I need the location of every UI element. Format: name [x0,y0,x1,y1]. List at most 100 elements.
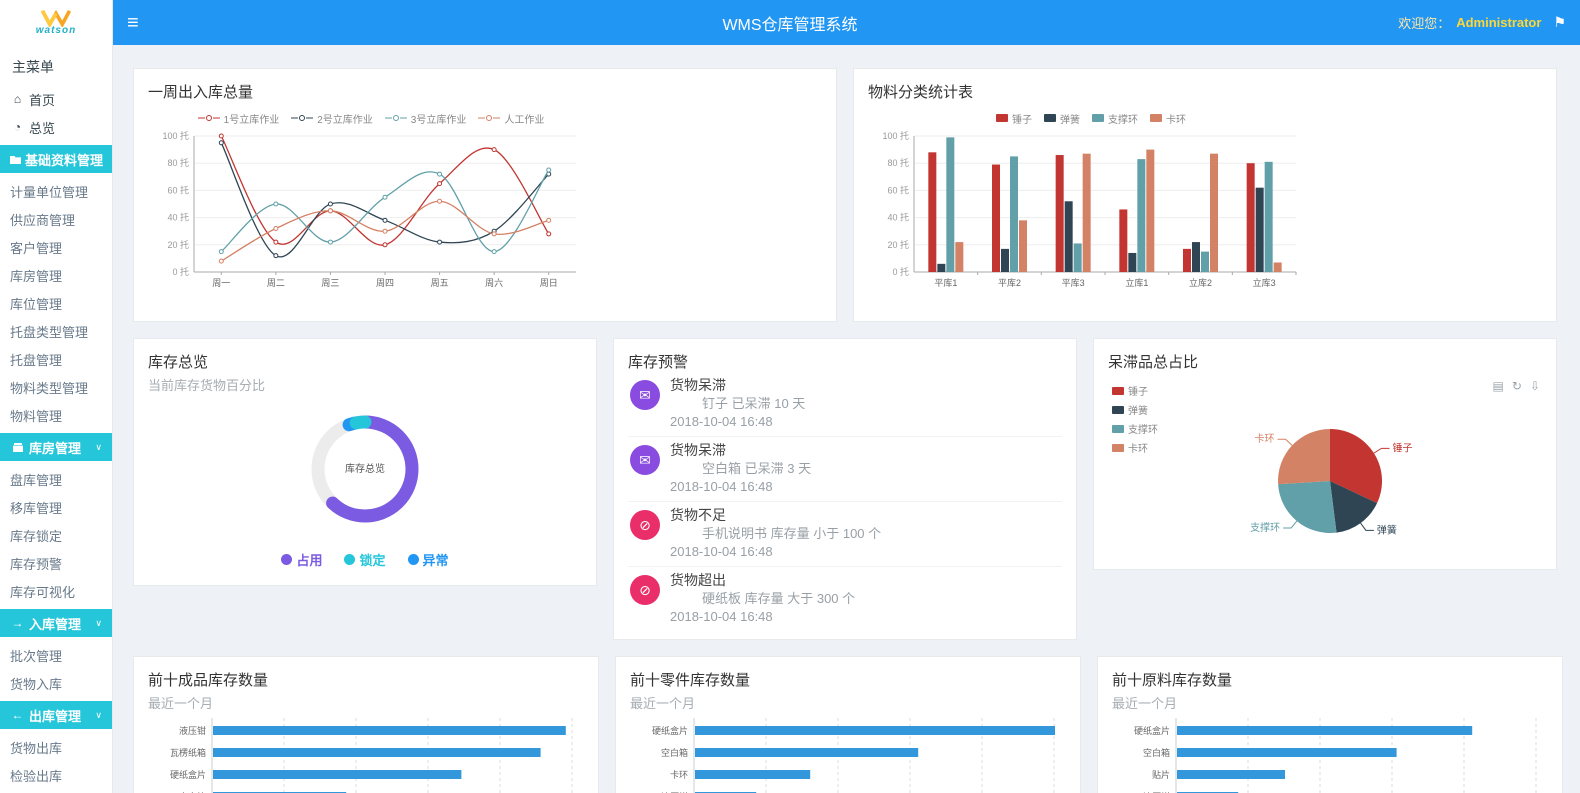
legend-item[interactable]: 支撑环 [1112,421,1158,436]
sidebar-item-inspection-outbound[interactable]: 检验出库 [0,761,112,789]
sidebar-item-label: 盘库管理 [10,472,63,488]
download-icon[interactable]: ⇩ [1529,379,1540,393]
warning-detail: 钉子 已呆滞 10 天 [702,396,806,411]
line-legend-marker [478,115,501,121]
dashboard-row-2: 库存总览 当前库存货物百分比 库存总览 占用 锁定 异常 库存预警 ✉ 货物呆滞 钉子 … [133,338,1557,640]
line-legend-marker [384,115,407,121]
sidebar-item-home[interactable]: ⌂ 首页 [0,85,112,113]
legend-item[interactable]: 弹簧 [1044,111,1080,126]
sidebar-item-warehouse-mgmt[interactable]: 库房管理 [0,261,112,289]
legend-item[interactable]: 支撑环 [1092,111,1138,126]
sidebar-item-stock-warning[interactable]: 库存预警 [0,549,112,577]
warning-detail: 硬纸板 库存量 大于 300 个 [702,591,856,606]
svg-text:空白箱: 空白箱 [1143,747,1170,758]
sidebar-item-stock-lock[interactable]: 库存锁定 [0,521,112,549]
sidebar-item-unit-mgmt[interactable]: 计量单位管理 [0,177,112,205]
warning-detail: 空白箱 已呆滞 3 天 [702,461,812,476]
sidebar-item-warehouse-section[interactable]: 库房管理 ∨ [0,433,112,461]
svg-text:弹簧: 弹簧 [1377,523,1397,536]
sidebar-item-label: 托盘类型管理 [10,324,89,340]
card-top-finished: 前十成品库存数量 最近一个月 液压钳瓦楞纸箱硬纸盒片空白箱 [133,656,599,793]
box-icon [10,442,25,452]
sidebar-item-material-type-mgmt[interactable]: 物料类型管理 [0,373,112,401]
line-legend-marker [197,115,220,121]
sidebar-item-basic-data[interactable]: 基础资料管理 [0,145,112,173]
card-inventory-warnings: 库存预警 ✉ 货物呆滞 钉子 已呆滞 10 天 2018-10-04 16:48 ✉ 货物… [613,338,1077,640]
svg-text:周二: 周二 [267,278,285,288]
sidebar-item-label: 库房管理 [10,268,63,284]
sidebar-item-outbound-section[interactable]: ← 出库管理 ∨ [0,701,112,729]
weekly-io-legend: 1号立库作业 2号立库作业 3号立库作业 人工作业 [152,110,590,126]
svg-text:80 托: 80 托 [167,157,189,168]
legend-item[interactable]: 锤子 [996,111,1032,126]
sidebar-item-overview[interactable]: ◔ 总览 [0,113,112,141]
sidebar-item-supplier-mgmt[interactable]: 供应商管理 [0,205,112,233]
sidebar-item-label: 货物出库 [10,740,63,756]
legend-item[interactable]: 2号立库作业 [291,111,373,126]
alert-icon: ⊘ [630,575,660,605]
svg-text:周日: 周日 [540,278,558,288]
top-header: watson ≡ WMS仓库管理系统 欢迎您： Administrator ⚑ [0,0,1580,45]
sidebar-item-relocation-mgmt[interactable]: 移库管理 [0,493,112,521]
legend-item[interactable]: 卡环 [1150,111,1186,126]
legend-swatch [1092,114,1104,122]
legend-item[interactable]: 弹簧 [1112,402,1148,417]
sidebar-item-stocktake-mgmt[interactable]: 盘库管理 [0,465,112,493]
card-title-top-raw: 前十原料库存数量 [1112,672,1233,689]
material-stats-legend: 锤子 弹簧 支撑环 卡环 [872,110,1310,126]
svg-text:库存总览: 库存总览 [345,462,385,475]
svg-text:平库3: 平库3 [1062,277,1085,288]
legend-item[interactable]: 占用 [281,550,322,569]
card-stagnant-ratio: 呆滞品总占比 ▤ ↻ ⇩ 锤子 弹簧 支撑环 卡环 锤子 弹簧 支撑环 卡环 [1093,338,1557,570]
warning-item[interactable]: ⊘ 货物超出 硬纸板 库存量 大于 300 个 2018-10-04 16:48 [628,567,1062,631]
svg-text:硬纸盒片: 硬纸盒片 [1134,725,1170,736]
warning-time: 2018-10-04 16:48 [670,544,773,559]
sidebar-item-batch-mgmt[interactable]: 批次管理 [0,641,112,669]
username[interactable]: Administrator [1456,15,1542,30]
svg-text:60 托: 60 托 [167,184,189,195]
card-inventory-overview: 库存总览 当前库存货物百分比 库存总览 占用 锁定 异常 [133,338,597,586]
sidebar-item-stock-visualization[interactable]: 库存可视化 [0,577,112,605]
inbound-icon: → [11,616,24,630]
warning-item[interactable]: ✉ 货物呆滞 空白箱 已呆滞 3 天 2018-10-04 16:48 [628,437,1062,502]
legend-swatch [1150,114,1162,122]
legend-item[interactable]: 人工作业 [478,111,544,126]
legend-item[interactable]: 锁定 [344,550,386,569]
folder-icon [10,155,21,164]
line-legend-marker [291,115,314,121]
chevron-down-icon: ∨ [95,441,102,452]
inventory-legend: 占用 锁定 异常 [148,550,582,573]
watson-logo-icon [40,9,72,27]
legend-item[interactable]: 1号立库作业 [197,111,279,126]
welcome-label: 欢迎您： [1398,16,1451,31]
sidebar-item-goods-outbound[interactable]: 货物出库 [0,733,112,761]
legend-swatch [1112,443,1124,452]
data-view-icon[interactable]: ▤ [1492,379,1504,393]
sidebar-item-inbound-section[interactable]: → 入库管理 ∨ [0,609,112,637]
hamburger-menu-icon[interactable]: ≡ [127,11,139,34]
sidebar-item-location-mgmt[interactable]: 库位管理 [0,289,112,317]
legend-swatch [996,114,1008,122]
flag-icon[interactable]: ⚑ [1553,14,1566,30]
legend-item[interactable]: 异常 [407,550,449,569]
svg-text:80 托: 80 托 [887,157,909,168]
legend-item[interactable]: 卡环 [1112,440,1148,455]
app-title: WMS仓库管理系统 [722,16,858,34]
sidebar-item-pallet-type-mgmt[interactable]: 托盘类型管理 [0,317,112,345]
svg-text:卡环: 卡环 [1255,432,1275,445]
sidebar-item-label: 出库管理 [29,708,82,724]
legend-item[interactable]: 3号立库作业 [384,111,466,126]
sidebar-item-pallet-mgmt[interactable]: 托盘管理 [0,345,112,373]
warning-item[interactable]: ✉ 货物呆滞 钉子 已呆滞 10 天 2018-10-04 16:48 [628,372,1062,437]
sidebar-item-label: 客户管理 [10,240,63,256]
brand-logo[interactable]: watson [0,0,113,45]
svg-text:40 托: 40 托 [887,212,909,223]
sidebar-item-material-mgmt[interactable]: 物料管理 [0,401,112,429]
svg-text:周三: 周三 [321,278,339,288]
restore-icon[interactable]: ↻ [1511,379,1522,393]
warning-item[interactable]: ⊘ 货物不足 手机说明书 库存量 小于 100 个 2018-10-04 16:48 [628,502,1062,567]
sidebar-item-customer-mgmt[interactable]: 客户管理 [0,233,112,261]
legend-item[interactable]: 锤子 [1112,383,1148,398]
alert-icon: ⊘ [630,510,660,540]
sidebar-item-goods-inbound[interactable]: 货物入库 [0,669,112,697]
